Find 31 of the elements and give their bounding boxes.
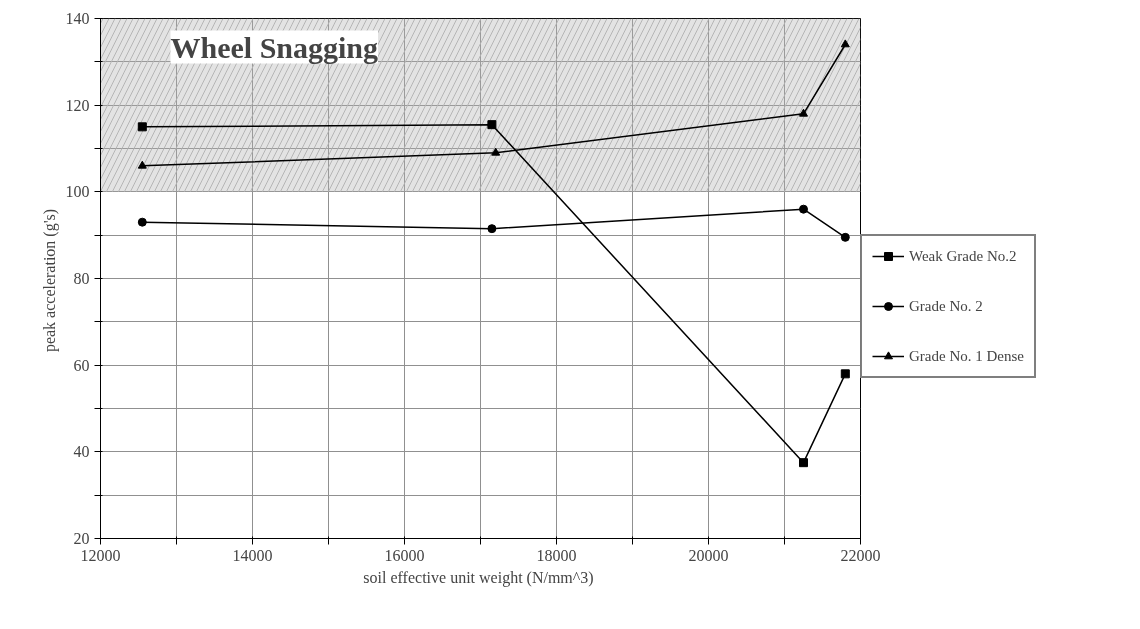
y-axis-title: peak acceleration (g's): [40, 208, 59, 353]
legend-label: Weak Grade No.2: [909, 247, 1017, 265]
y-tick-label: 40: [73, 443, 90, 461]
point: [799, 204, 808, 214]
point: [137, 217, 147, 227]
point: [799, 458, 808, 468]
point: [491, 147, 501, 156]
point: [840, 39, 850, 48]
legend-label: Grade No. 1 Dense: [909, 347, 1024, 365]
y-tick-label: 20: [73, 530, 90, 547]
y-tick-label: 120: [65, 96, 90, 114]
x-tick-label: 22000: [840, 546, 881, 564]
point: [137, 122, 147, 132]
point: [487, 120, 497, 130]
point: [487, 224, 497, 234]
point: [799, 108, 808, 117]
band-label: Wheel Snagging: [170, 30, 379, 64]
x-tick-label: 18000: [536, 546, 577, 564]
x-tick-label: 16000: [384, 546, 425, 564]
point: [137, 160, 147, 169]
point: [840, 369, 850, 379]
y-tick-label: 100: [65, 183, 90, 201]
legend-label: Grade No. 2: [909, 297, 983, 315]
x-tick-label: 14000: [232, 546, 273, 564]
x-axis-title: soil effective unit weight (N/mm^3): [363, 568, 594, 587]
y-tick-label: 140: [65, 10, 90, 27]
x-tick-label: 20000: [688, 546, 729, 564]
y-tick-label: 80: [73, 270, 90, 287]
x-tick-label: 12000: [80, 546, 121, 564]
y-tick-label: 60: [73, 356, 90, 374]
point: [840, 232, 850, 242]
